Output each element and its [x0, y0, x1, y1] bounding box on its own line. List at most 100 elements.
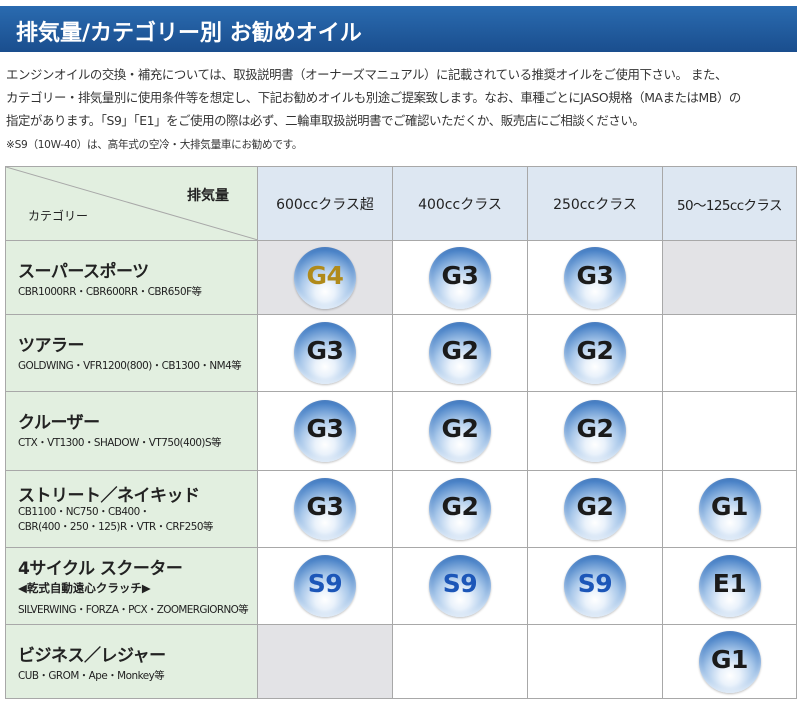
oil-grade: G4: [306, 260, 344, 290]
intro-line: 指定があります。「S9」「E1」をご使用の際は必ず、二輪車取扱説明書でご確認いた…: [6, 113, 645, 128]
table-corner-header: 排気量 カテゴリー: [5, 166, 258, 241]
category-name: 4サイクル スクーター: [18, 559, 183, 579]
oil-grade-badge: G4: [294, 246, 356, 309]
table-row: ストリート／ネイキッド CB1100・NC750・CB400・ CBR(400・…: [5, 470, 797, 548]
column-header: 400ccクラス: [392, 166, 528, 241]
oil-grade-badge: G2: [564, 322, 626, 384]
category-label: カテゴリー: [28, 209, 89, 223]
oil-cell: G2: [392, 470, 528, 548]
oil-grade: G2: [441, 414, 479, 443]
category-models: CBR1000RR・CBR600RR・CBR650F等: [18, 285, 202, 300]
oil-grade-badge: G1: [698, 478, 761, 540]
model-line: GOLDWING・VFR1200(800)・CB1300・NM4等: [18, 360, 242, 372]
oil-grade: G3: [306, 336, 344, 365]
oil-cell: G3: [257, 391, 393, 471]
oil-cell: G2: [527, 470, 663, 548]
oil-grade-badge: E1: [698, 555, 761, 617]
oil-grade-badge: G3: [294, 322, 356, 384]
table-row: クルーザー CTX・VT1300・SHADOW・VT750(400)S等 G3 …: [5, 391, 797, 471]
model-line: CB1100・NC750・CB400・: [18, 506, 150, 518]
category-name: クルーザー: [18, 413, 100, 433]
oil-grade: G2: [576, 492, 614, 521]
oil-grade: S9: [307, 569, 343, 598]
oil-grade-badge: G1: [698, 630, 761, 693]
oil-grade-badge: G3: [429, 246, 491, 309]
oil-grade-badge: G2: [429, 400, 491, 462]
oil-grade: S9: [442, 569, 478, 598]
category-cell: ストリート／ネイキッド CB1100・NC750・CB400・ CBR(400・…: [5, 470, 258, 548]
oil-cell: G2: [392, 391, 528, 471]
intro-line: カテゴリー・排気量別に使用条件等を想定し、下記お勧めオイルも別途ご提案致します。…: [6, 90, 741, 105]
oil-cell: E1: [662, 547, 797, 625]
oil-grade: G2: [576, 414, 614, 443]
model-line: CUB・GROM・Ape・Monkey等: [18, 670, 165, 682]
oil-grade: G1: [711, 644, 748, 674]
oil-grade: G2: [576, 336, 614, 365]
intro-line: エンジンオイルの交換・補充については、取扱説明書（オーナーズマニュアル）に記載さ…: [6, 67, 727, 82]
category-models: CTX・VT1300・SHADOW・VT750(400)S等: [18, 436, 221, 451]
oil-cell: S9: [392, 547, 528, 625]
oil-grade: G3: [306, 414, 344, 443]
category-models: CB1100・NC750・CB400・ CBR(400・250・125)R・VT…: [18, 505, 213, 535]
oil-cell: G3: [257, 470, 393, 548]
intro-note: ※S9（10W-40）は、高年式の空冷・大排気量車にお勧めです。: [6, 139, 303, 151]
oil-grade-badge: S9: [564, 555, 626, 617]
model-line: CBR1000RR・CBR600RR・CBR650F等: [18, 286, 202, 298]
oil-cell: G1: [662, 470, 797, 548]
page-title: 排気量/カテゴリー別 お勧めオイル: [16, 21, 362, 46]
column-header: 250ccクラス: [527, 166, 663, 241]
oil-grade-badge: G3: [294, 400, 356, 462]
intro-text: エンジンオイルの交換・補充については、取扱説明書（オーナーズマニュアル）に記載さ…: [6, 63, 796, 132]
oil-grade-badge: G2: [564, 400, 626, 462]
oil-grade-badge: G2: [429, 478, 491, 540]
table-row: ビジネス／レジャー CUB・GROM・Ape・Monkey等 G1: [5, 624, 797, 699]
column-header: 600ccクラス超: [257, 166, 393, 241]
oil-cell: G3: [527, 240, 663, 315]
title-bar: 排気量/カテゴリー別 お勧めオイル: [0, 6, 797, 52]
empty-cell: [662, 240, 797, 315]
empty-cell: [662, 391, 797, 471]
category-cell: 4サイクル スクーター ◀乾式自動遠心クラッチ▶ SILVERWING・FORZ…: [5, 547, 258, 625]
category-cell: スーパースポーツ CBR1000RR・CBR600RR・CBR650F等: [5, 240, 258, 315]
oil-grade: G1: [711, 492, 748, 521]
oil-grade: G3: [306, 492, 344, 521]
empty-cell: [527, 624, 663, 699]
oil-grade: S9: [577, 569, 613, 598]
category-name: ビジネス／レジャー: [18, 646, 166, 666]
oil-grade-badge: G3: [564, 246, 626, 309]
oil-grade-badge: G3: [294, 478, 356, 540]
empty-cell: [662, 314, 797, 392]
oil-grade: G2: [441, 336, 479, 365]
displacement-label: 排気量: [187, 188, 229, 204]
oil-grade-badge: G2: [429, 322, 491, 384]
oil-recommendation-table: 排気量 カテゴリー 600ccクラス超 400ccクラス 250ccクラス 50…: [5, 166, 797, 699]
oil-grade-badge: G2: [564, 478, 626, 540]
table-row: 4サイクル スクーター ◀乾式自動遠心クラッチ▶ SILVERWING・FORZ…: [5, 547, 797, 625]
oil-grade: G3: [441, 260, 479, 290]
category-models: GOLDWING・VFR1200(800)・CB1300・NM4等: [18, 359, 242, 374]
oil-cell: S9: [527, 547, 663, 625]
oil-cell: G2: [527, 391, 663, 471]
oil-grade: E1: [712, 569, 747, 598]
oil-cell: G2: [527, 314, 663, 392]
category-cell: クルーザー CTX・VT1300・SHADOW・VT750(400)S等: [5, 391, 258, 471]
empty-cell: [257, 624, 393, 699]
table-row: スーパースポーツ CBR1000RR・CBR600RR・CBR650F等 G4 …: [5, 240, 797, 315]
oil-cell: G3: [392, 240, 528, 315]
oil-cell: G1: [662, 624, 797, 699]
category-cell: ツアラー GOLDWING・VFR1200(800)・CB1300・NM4等: [5, 314, 258, 392]
clutch-note: ◀乾式自動遠心クラッチ▶: [18, 581, 151, 595]
category-name: ストリート／ネイキッド: [18, 486, 200, 506]
table-row: ツアラー GOLDWING・VFR1200(800)・CB1300・NM4等 G…: [5, 314, 797, 392]
oil-grade: G3: [576, 260, 614, 290]
category-name: スーパースポーツ: [18, 262, 149, 282]
category-models: CUB・GROM・Ape・Monkey等: [18, 669, 165, 684]
oil-grade: G2: [441, 492, 479, 521]
category-models: SILVERWING・FORZA・PCX・ZOOMERGIORNO等: [18, 604, 249, 616]
oil-cell: S9: [257, 547, 393, 625]
category-cell: ビジネス／レジャー CUB・GROM・Ape・Monkey等: [5, 624, 258, 699]
oil-cell: G2: [392, 314, 528, 392]
oil-grade-badge: S9: [429, 555, 491, 617]
model-line: CBR(400・250・125)R・VTR・CRF250等: [18, 521, 213, 533]
model-line: CTX・VT1300・SHADOW・VT750(400)S等: [18, 437, 221, 449]
